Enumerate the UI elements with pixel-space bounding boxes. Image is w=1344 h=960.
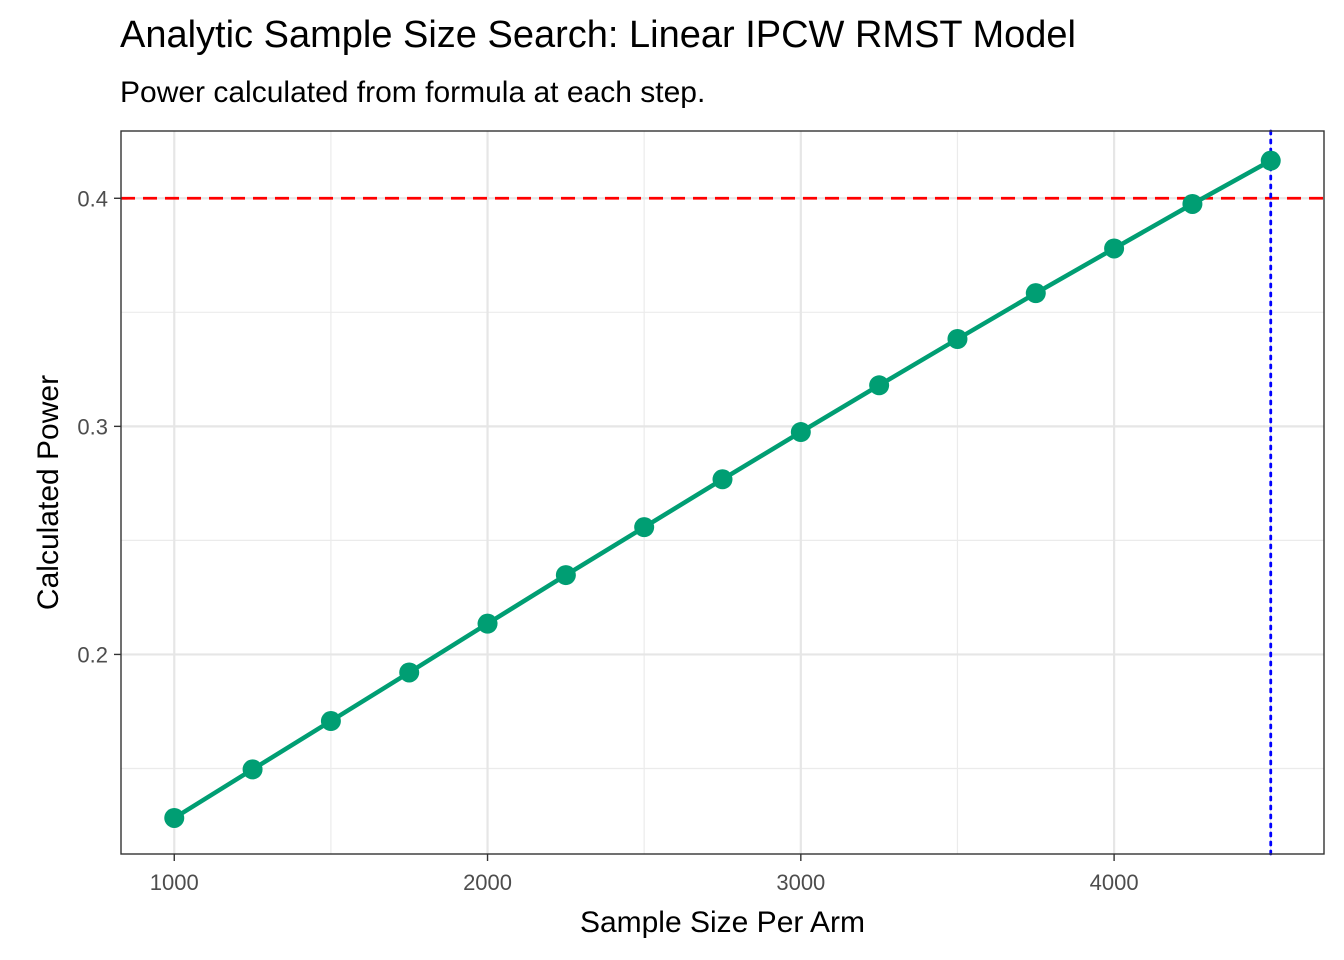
- series-layer: [164, 150, 1281, 828]
- plot-panel-border: [120, 130, 1325, 855]
- axes: 1000 2000 3000 4000 0.2 0.3 0.4: [77, 186, 1138, 895]
- data-point: [477, 613, 498, 634]
- reference-lines: [121, 129, 1324, 856]
- data-point: [399, 662, 420, 683]
- chart-title: Analytic Sample Size Search: Linear IPCW…: [120, 14, 1076, 56]
- data-point: [790, 422, 811, 443]
- x-tick-label: 2000: [463, 870, 512, 895]
- data-point: [634, 517, 655, 538]
- data-point: [1260, 150, 1281, 171]
- data-point: [1104, 238, 1125, 259]
- y-tick-label: 0.4: [77, 186, 108, 211]
- data-point: [869, 375, 890, 396]
- data-point: [242, 759, 263, 780]
- x-tick-label: 1000: [150, 870, 199, 895]
- x-axis-title: Sample Size Per Arm: [580, 906, 865, 939]
- grid: [121, 131, 1324, 854]
- data-point: [947, 329, 968, 350]
- data-point: [555, 565, 576, 586]
- data-point: [712, 469, 733, 490]
- data-point: [1025, 283, 1046, 304]
- x-tick-label: 3000: [776, 870, 825, 895]
- data-point: [1182, 193, 1203, 214]
- y-tick-label: 0.3: [77, 414, 108, 439]
- x-tick-label: 4000: [1090, 870, 1139, 895]
- data-point: [320, 711, 341, 732]
- data-point: [164, 807, 185, 828]
- y-tick-label: 0.2: [77, 642, 108, 667]
- chart-subtitle: Power calculated from formula at each st…: [120, 76, 706, 109]
- y-axis-title: Calculated Power: [32, 375, 65, 610]
